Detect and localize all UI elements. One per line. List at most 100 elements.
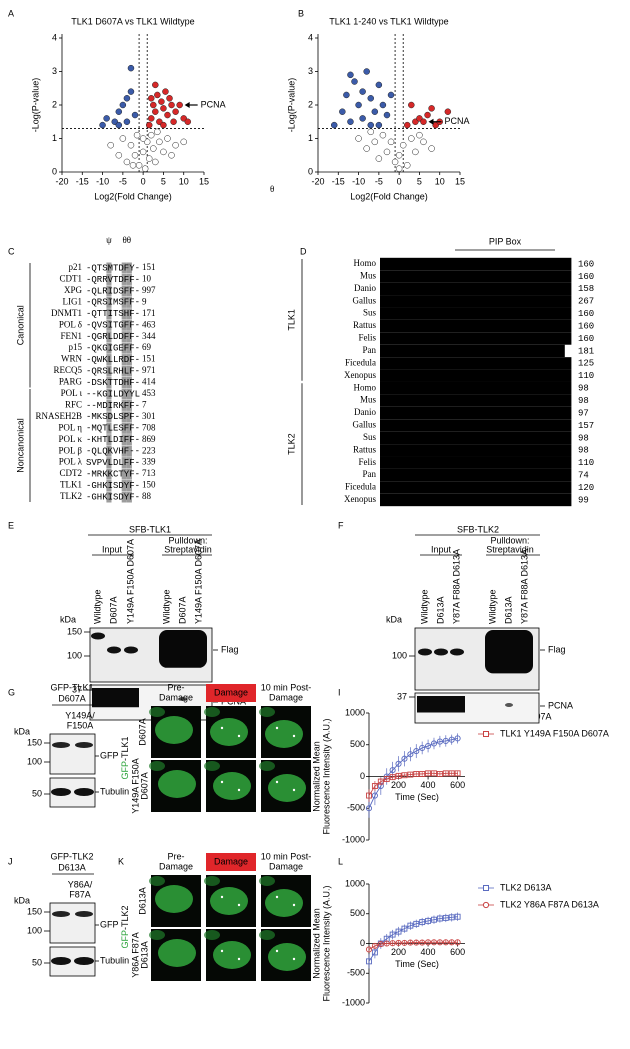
sequence: TAQGKSIGGRGHKISDYFEYQGGNGSSP xyxy=(380,346,531,356)
sequence-bg xyxy=(380,295,572,308)
protein-name: WRN xyxy=(61,354,82,364)
motif-highlight xyxy=(106,331,112,343)
point xyxy=(387,91,395,99)
y-tick-label: 4 xyxy=(52,32,57,42)
damage-spot xyxy=(237,957,241,961)
marker xyxy=(371,792,378,799)
row-label: D607A xyxy=(137,718,147,746)
annotation: PCNA xyxy=(201,99,226,109)
point xyxy=(359,115,366,122)
y-tick-label: 1000 xyxy=(345,878,365,888)
sequence: ETSQGK-GTPRGHKISDYFEFAGGSAPGT xyxy=(380,458,537,468)
x-tick-label: 600 xyxy=(450,780,465,790)
marker xyxy=(425,770,432,777)
band xyxy=(92,688,139,708)
target-label: Flag xyxy=(548,644,566,654)
sequence: ETSQGK-GTPRGHKISDYFEFAGGSAPGT xyxy=(380,471,537,481)
marker xyxy=(395,939,402,946)
band xyxy=(91,632,105,640)
damage-spot xyxy=(275,780,279,784)
residue-number: 344 xyxy=(142,331,156,341)
motif-highlight xyxy=(121,411,127,423)
residue-number: 7 xyxy=(142,399,147,409)
marker-label: 150 xyxy=(27,906,42,916)
band xyxy=(159,630,207,668)
motif-highlight xyxy=(106,457,112,469)
marker xyxy=(366,958,372,965)
reporter-label: GFP-TLK1 xyxy=(120,736,130,779)
x-tick-label: 0 xyxy=(397,176,402,186)
sequence: SVPVLDLFF- xyxy=(86,458,140,468)
protein-name: TLK2 xyxy=(60,491,82,501)
row-label: D607A xyxy=(139,772,149,800)
band xyxy=(417,696,465,713)
protein-name: POL η xyxy=(58,422,82,432)
nucleus xyxy=(210,887,248,915)
residue-number: 10 xyxy=(142,274,152,284)
residue-number: 171 xyxy=(142,308,156,318)
marker xyxy=(371,949,378,956)
y-tick-label: -1000 xyxy=(342,997,365,1007)
sequence: ETSQGK-GTPRGYKISDYFEFAGGSGPGT xyxy=(380,483,537,493)
motif-highlight xyxy=(121,285,127,297)
marker xyxy=(407,922,414,929)
motif-highlight xyxy=(126,422,132,434)
nucleus xyxy=(213,772,251,800)
point xyxy=(127,64,135,72)
species-name: Ficedula xyxy=(345,482,376,492)
x-tick-label: 15 xyxy=(455,176,465,186)
point xyxy=(99,121,106,129)
band xyxy=(450,648,464,656)
sequence: -SSQGKSIGGRGHKISDYFEYQGGNGSSP xyxy=(380,297,537,307)
column-header: Damage xyxy=(269,692,303,702)
damage-header-bg xyxy=(206,853,256,871)
marker xyxy=(442,737,449,744)
marker xyxy=(425,939,432,946)
marker xyxy=(448,736,455,743)
series-line xyxy=(368,772,458,796)
residue-number: 110 xyxy=(578,458,594,468)
species-name: Pan xyxy=(363,469,377,479)
nucleus xyxy=(259,761,275,771)
residue-number: 150 xyxy=(142,480,156,490)
y-axis-label: -Log(P-value) xyxy=(286,78,296,133)
marker xyxy=(395,928,402,935)
lane-label: D613A xyxy=(435,596,445,624)
sequence-bg xyxy=(380,419,572,432)
species-name: Homo xyxy=(354,382,377,392)
residue-number: 98 xyxy=(578,384,589,394)
damage-spot xyxy=(275,949,279,953)
residue-number: 997 xyxy=(142,285,156,295)
point xyxy=(164,135,171,142)
protein-name: POL δ xyxy=(59,319,82,329)
input-label: Input xyxy=(102,544,123,554)
point xyxy=(154,91,161,99)
legend-marker xyxy=(482,901,490,909)
motif-highlight xyxy=(126,262,132,274)
marker xyxy=(430,939,438,946)
nucleus xyxy=(155,716,193,744)
point xyxy=(379,131,387,139)
band xyxy=(75,911,93,917)
sequence: -SSQGKSIGGRGHKISDYFEYQGGNGSSP xyxy=(380,334,537,344)
band xyxy=(52,742,70,748)
damage-spot xyxy=(237,903,241,907)
sequence: -KHTLDIFF- xyxy=(86,435,140,445)
nucleus xyxy=(155,885,193,913)
panel-label: L xyxy=(338,856,343,866)
motif-highlight xyxy=(106,365,112,377)
protein-name: PARG xyxy=(59,377,83,387)
sequence: ETSQGK-GTPRGHKISDYFEFAGGSAPGT xyxy=(380,446,537,456)
damage-spot xyxy=(237,734,241,738)
point xyxy=(180,138,187,146)
point xyxy=(119,101,127,109)
y-tick-label: 500 xyxy=(350,739,365,749)
sequence: -SSQGKSSGGRGHKISDYFDFQGGNGSSP xyxy=(380,284,537,294)
point xyxy=(420,138,427,146)
marker xyxy=(407,751,414,758)
residue-number: 74 xyxy=(578,471,589,481)
band xyxy=(124,646,138,654)
target-label: GFP xyxy=(100,919,119,929)
motif-highlight xyxy=(126,365,132,377)
motif-highlight xyxy=(106,422,112,434)
